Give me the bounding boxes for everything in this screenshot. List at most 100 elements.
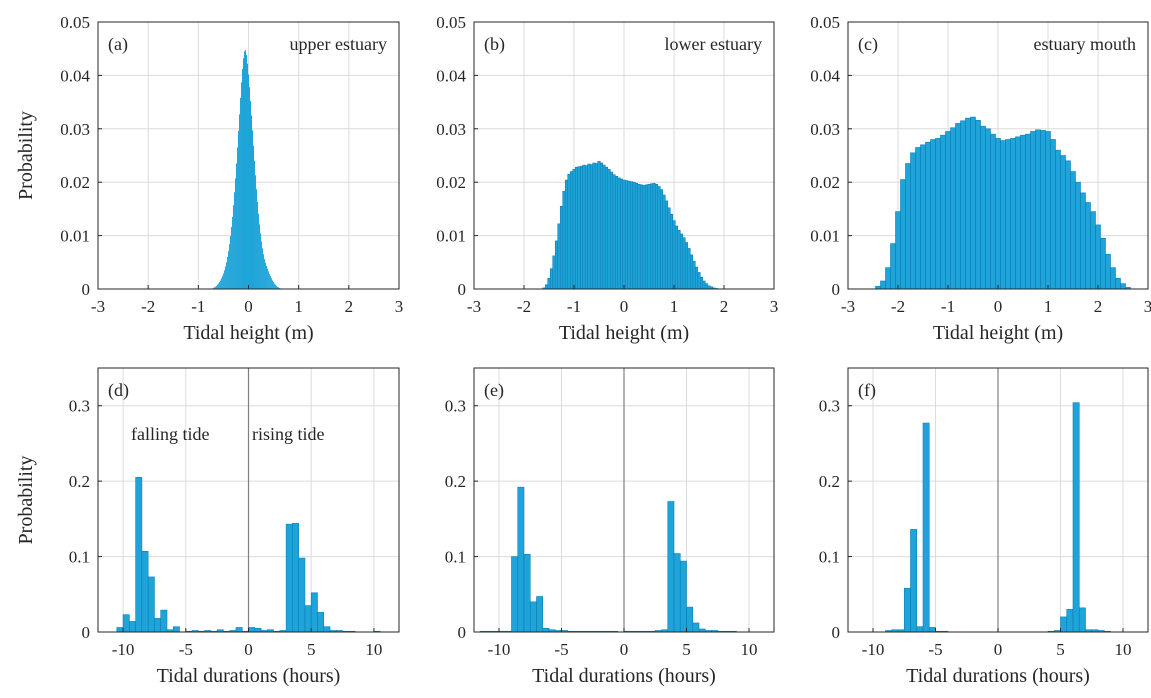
- x-tick-label: 3: [1144, 297, 1151, 316]
- histogram-bar: [699, 276, 704, 290]
- histogram-bar: [275, 284, 277, 289]
- histogram-bar: [238, 114, 240, 289]
- histogram-bar: [223, 270, 225, 289]
- histogram-bar: [975, 119, 981, 290]
- histogram-bar: [213, 287, 215, 289]
- x-tick-label: 5: [682, 640, 691, 659]
- histogram-bar: [264, 259, 266, 289]
- histogram-bar: [592, 162, 596, 290]
- histogram-bar: [1010, 138, 1016, 290]
- histogram-bar: [694, 266, 699, 290]
- y-tick-label: 0.2: [69, 472, 90, 491]
- histogram-bar: [564, 179, 569, 290]
- histogram-bar: [654, 184, 659, 290]
- histogram-bar: [692, 260, 696, 290]
- histogram-bar: [915, 147, 921, 290]
- histogram-bar: [247, 74, 250, 289]
- histogram-bar: [260, 233, 262, 289]
- histogram-bar: [317, 612, 325, 633]
- y-tick-label: 0.1: [445, 548, 466, 567]
- histogram-bar: [233, 192, 235, 289]
- histogram-bar: [1090, 211, 1096, 290]
- x-tick-label: -2: [891, 297, 905, 316]
- y-tick-label: 0.3: [819, 397, 840, 416]
- histogram-bar: [602, 164, 606, 290]
- histogram-bar: [129, 621, 136, 633]
- panel-annotation: upper estuary: [290, 34, 387, 54]
- x-axis-label: Tidal durations (hours): [157, 665, 341, 687]
- histogram-bar: [241, 68, 243, 289]
- histogram-bar: [659, 189, 664, 290]
- x-tick-label: 10: [1115, 640, 1132, 659]
- histogram-bar: [298, 557, 306, 633]
- histogram-bar: [667, 501, 675, 633]
- histogram-bar: [686, 606, 694, 633]
- y-tick-label: 0.05: [810, 13, 840, 32]
- histogram-bar: [559, 205, 564, 290]
- histogram-bar: [271, 278, 273, 289]
- x-tick-label: -3: [467, 297, 481, 316]
- histogram-bar: [1005, 139, 1011, 290]
- histogram-bar: [239, 97, 241, 289]
- x-tick-label: 0: [620, 640, 629, 659]
- histogram-bar: [236, 147, 238, 289]
- histogram-bar: [224, 266, 226, 289]
- histogram-bar: [587, 163, 591, 290]
- histogram-bar: [254, 627, 262, 633]
- histogram-bar: [147, 576, 155, 633]
- y-tick-label: 0: [82, 280, 91, 299]
- histogram-bar: [262, 248, 264, 289]
- histogram-bar: [1120, 283, 1126, 290]
- histogram-bar: [627, 180, 631, 290]
- histogram-bar: [637, 184, 641, 290]
- histogram-bar: [154, 618, 162, 633]
- histogram-bar: [1070, 171, 1076, 290]
- histogram-bar: [980, 125, 986, 290]
- histogram-bar: [234, 178, 236, 289]
- histogram-bar: [677, 229, 681, 290]
- histogram-bar: [277, 286, 279, 289]
- y-axis-label: Probability: [15, 456, 37, 545]
- histogram-bar: [629, 181, 634, 290]
- histogram-bar: [702, 280, 706, 290]
- histogram-bar: [292, 523, 299, 633]
- histogram-bar: [220, 278, 222, 289]
- histogram-bar: [885, 267, 891, 290]
- histogram-bar: [258, 213, 260, 289]
- histogram-bar: [160, 609, 168, 633]
- y-tick-label: 0.02: [810, 173, 840, 192]
- histogram-bar: [584, 165, 589, 290]
- histogram-bar: [569, 171, 574, 290]
- panel-f: -10 -5 0 5 10 0 0.1 0.2 0.3 Tidal durations (hour…: [819, 367, 1149, 687]
- histogram-bar: [135, 477, 143, 633]
- histogram-bar: [246, 63, 248, 289]
- histogram-bar: [674, 225, 679, 290]
- histogram-bar: [684, 242, 689, 290]
- histogram-bar: [895, 211, 901, 290]
- histogram-bar: [910, 529, 918, 633]
- histogram-bar: [227, 251, 229, 289]
- histogram-bar: [523, 554, 531, 633]
- panel-annotation: lower estuary: [665, 34, 762, 54]
- histogram-bar: [617, 177, 621, 290]
- histogram-bar: [542, 627, 550, 633]
- histogram-bar: [697, 272, 701, 290]
- panel-letter: (a): [108, 34, 128, 55]
- histogram-bar: [235, 163, 237, 289]
- x-tick-label: -1: [191, 297, 205, 316]
- histogram-bar: [955, 123, 961, 290]
- histogram-bar: [1040, 130, 1046, 290]
- histogram-bar: [667, 207, 671, 290]
- histogram-bar: [235, 627, 243, 633]
- histogram-bar: [279, 287, 281, 289]
- histogram-bar: [272, 280, 274, 289]
- histogram-bar: [214, 286, 216, 289]
- y-tick-label: 0.02: [436, 173, 466, 192]
- x-tick-label: 0: [620, 297, 629, 316]
- histogram-bar: [945, 131, 951, 290]
- histogram-bar: [250, 101, 252, 289]
- histogram-bar: [263, 254, 265, 289]
- histogram-bar: [230, 227, 232, 289]
- histogram-bar: [547, 278, 551, 290]
- histogram-bar: [970, 116, 976, 290]
